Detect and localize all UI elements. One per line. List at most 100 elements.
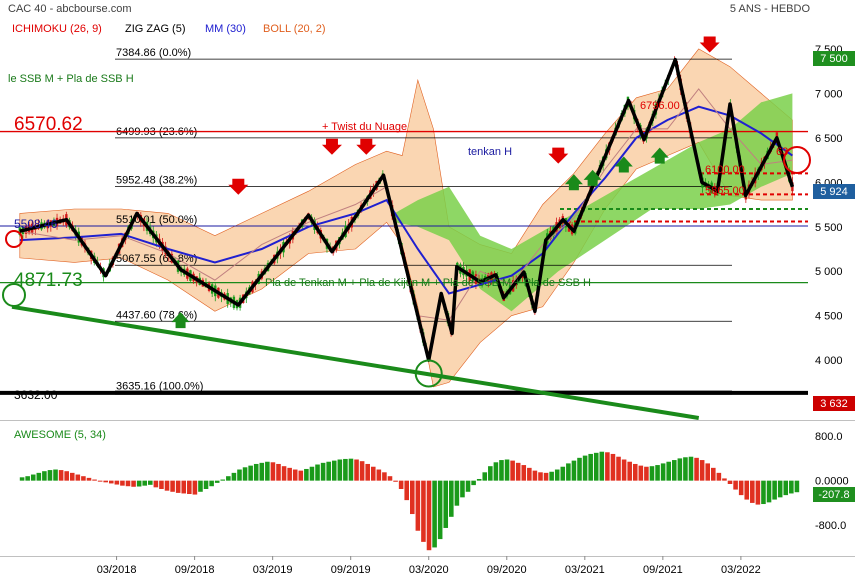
ao-bar bbox=[276, 463, 281, 481]
ao-bar bbox=[454, 480, 460, 506]
ao-bar bbox=[699, 460, 705, 481]
buy-circle bbox=[414, 359, 443, 388]
ao-bar bbox=[432, 480, 437, 548]
ao-bar bbox=[287, 467, 292, 481]
ao-tick-2: -800.0 bbox=[815, 520, 846, 532]
ao-bar bbox=[510, 460, 515, 481]
sell-arrow-2 bbox=[356, 138, 377, 155]
annotation-5865: 5865.00 bbox=[705, 185, 745, 197]
price-tick-4: 5 500 bbox=[815, 222, 843, 234]
ao-bar bbox=[387, 476, 393, 481]
sell-arrow-0 bbox=[228, 178, 249, 195]
ao-bar bbox=[315, 464, 320, 481]
ao-bar bbox=[103, 480, 108, 483]
price-tick-6: 4 500 bbox=[815, 311, 843, 323]
time-tick-6: 03/2021 bbox=[565, 564, 605, 576]
ao-bar bbox=[97, 480, 103, 482]
ao-bar bbox=[298, 470, 304, 481]
last-price-badge-text: 5 924 bbox=[820, 186, 848, 198]
legend-mm: MM (30) bbox=[205, 23, 246, 35]
ao-bar bbox=[30, 474, 36, 481]
ao-bar bbox=[471, 480, 476, 486]
ao-bar bbox=[410, 480, 415, 515]
price-tick-2: 6 500 bbox=[815, 133, 843, 145]
ao-bar bbox=[42, 471, 47, 481]
right-red-circle bbox=[783, 146, 811, 174]
ao-bar bbox=[794, 480, 800, 493]
ao-bar bbox=[398, 480, 404, 489]
ao-bar bbox=[376, 469, 382, 481]
ao-bar bbox=[25, 476, 30, 481]
ao-bar bbox=[337, 459, 343, 481]
ao-bar bbox=[404, 480, 409, 501]
ao-bar bbox=[621, 459, 627, 481]
ao-bar bbox=[582, 455, 588, 481]
ao-bar bbox=[242, 467, 248, 481]
annotation-63: 63 bbox=[776, 146, 788, 158]
buy-arrow-1 bbox=[564, 174, 583, 191]
ao-bar bbox=[92, 479, 97, 481]
mm30-line bbox=[19, 105, 793, 295]
ao-bar bbox=[616, 456, 621, 481]
level-3632-label: 3632.00 bbox=[14, 388, 58, 402]
ao-bar bbox=[593, 452, 599, 481]
ao-bar bbox=[666, 461, 671, 481]
ao-bar bbox=[632, 463, 638, 481]
support-badge bbox=[813, 396, 855, 411]
time-tick-4: 03/2020 bbox=[409, 564, 449, 576]
sell-arrow-3 bbox=[548, 147, 569, 164]
ao-bar bbox=[370, 466, 376, 481]
ao-bar bbox=[114, 480, 120, 485]
ao-bar bbox=[627, 461, 632, 481]
ao-bar bbox=[560, 466, 566, 481]
ao-bar bbox=[343, 458, 348, 481]
ao-bar bbox=[86, 477, 92, 481]
ao-bar bbox=[543, 472, 549, 481]
fib-label-3: 5510.01 (50.0%) bbox=[116, 214, 197, 226]
buy-arrow-3 bbox=[614, 156, 633, 173]
ao-bar bbox=[644, 466, 649, 481]
ao-bar bbox=[671, 460, 677, 481]
time-tick-3: 09/2019 bbox=[331, 564, 371, 576]
ao-bar bbox=[231, 472, 237, 481]
ao-bar bbox=[393, 480, 398, 482]
ao-bar bbox=[766, 480, 772, 503]
ao-bar bbox=[421, 480, 426, 542]
trend-line bbox=[11, 304, 700, 420]
legend-boll: BOLL (20, 2) bbox=[263, 23, 326, 35]
ao-bar bbox=[716, 472, 722, 481]
ao-bar bbox=[309, 466, 315, 481]
ao-bar bbox=[320, 462, 326, 481]
ao-bar bbox=[599, 451, 605, 481]
ao-bar bbox=[515, 462, 521, 481]
sell-arrow-1 bbox=[321, 138, 342, 155]
ao-bar bbox=[142, 480, 148, 486]
ao-bar bbox=[198, 480, 203, 492]
level-6570-label: 6570.62 bbox=[14, 114, 83, 135]
ao-bar bbox=[733, 480, 738, 490]
ao-bar bbox=[265, 461, 270, 481]
ao-bar bbox=[538, 472, 543, 481]
ao-bar bbox=[465, 480, 471, 492]
ao-bar bbox=[711, 467, 716, 481]
annotation-6100: 6100.00 bbox=[705, 164, 745, 176]
ao-bar bbox=[755, 480, 761, 505]
ao-bar bbox=[304, 468, 309, 481]
price-high-badge-text: 7 500 bbox=[820, 53, 848, 65]
ao-bar bbox=[426, 480, 432, 551]
ao-bar bbox=[326, 461, 331, 481]
ao-bar bbox=[688, 456, 694, 481]
awesome-title: AWESOME (5, 34) bbox=[14, 429, 106, 441]
ao-bar bbox=[605, 452, 610, 481]
ao-bar bbox=[136, 480, 142, 487]
level-5508-label: 5508.46 bbox=[14, 217, 58, 231]
ao-bar bbox=[527, 467, 532, 481]
support-badge-text: 3 632 bbox=[820, 398, 848, 410]
ao-bar bbox=[789, 480, 794, 494]
ao-bar bbox=[738, 480, 744, 496]
ao-bar bbox=[499, 460, 504, 481]
ao-bar bbox=[19, 477, 25, 481]
ao-bar bbox=[203, 480, 209, 489]
ao-bar bbox=[148, 480, 153, 485]
